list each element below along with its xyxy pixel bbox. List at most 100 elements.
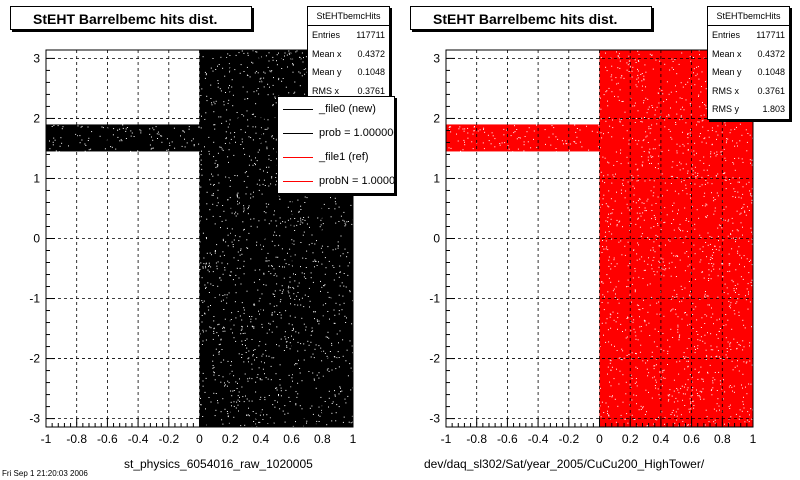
empty-bin [710,316,712,318]
empty-bin [263,272,265,274]
empty-bin [330,197,331,199]
empty-bin [112,134,114,136]
empty-bin [217,197,219,199]
empty-bin [645,210,647,212]
empty-bin [685,356,687,358]
empty-bin [254,116,256,118]
empty-bin [604,296,605,298]
empty-bin [646,411,647,413]
empty-bin [638,357,640,359]
empty-bin [244,424,246,426]
empty-bin [259,297,261,299]
empty-bin [635,352,636,354]
empty-bin [216,244,218,246]
empty-bin [320,280,321,282]
empty-bin [620,414,622,416]
empty-bin [314,243,316,245]
empty-bin [261,293,263,295]
empty-bin [622,350,624,352]
empty-bin [670,175,672,177]
empty-bin [698,78,700,80]
empty-bin [689,323,691,325]
empty-bin [450,126,452,128]
empty-bin [696,319,698,321]
empty-bin [614,265,616,267]
empty-bin [732,162,734,163]
empty-bin [685,383,687,385]
empty-bin [314,318,315,320]
empty-bin [637,110,639,112]
empty-bin [727,138,729,140]
empty-bin [656,123,658,125]
empty-bin [278,52,279,54]
empty-bin [286,54,288,56]
empty-bin [725,160,727,162]
empty-bin [695,348,696,350]
empty-bin [215,348,217,350]
x-tick-label: -0.2 [158,432,179,446]
empty-bin [741,410,743,412]
empty-bin [627,265,629,267]
empty-bin [221,148,223,150]
empty-bin [627,286,629,287]
empty-bin [243,307,245,309]
empty-bin [699,248,701,250]
empty-bin [251,325,253,327]
empty-bin [320,219,322,221]
empty-bin [339,271,341,273]
empty-bin [637,217,639,219]
empty-bin [641,233,643,235]
empty-bin [231,395,233,397]
empty-bin [205,287,206,289]
empty-bin [677,316,679,318]
empty-bin [255,132,257,134]
empty-bin [742,234,743,236]
empty-bin [735,241,736,243]
empty-bin [287,252,288,254]
empty-bin [335,368,337,370]
empty-bin [622,185,624,186]
empty-bin [719,409,720,411]
empty-bin [330,216,332,218]
empty-bin [653,341,655,343]
stats-value: 0.4372 [757,48,785,59]
empty-bin [651,351,653,353]
empty-bin [161,141,163,143]
empty-bin [658,102,660,104]
empty-bin [688,177,690,179]
empty-bin [641,73,643,74]
empty-bin [671,58,673,60]
empty-bin [217,65,218,67]
empty-bin [718,405,720,407]
empty-bin [648,257,649,259]
empty-bin [697,66,699,68]
empty-bin [125,128,127,130]
empty-bin [200,404,202,406]
empty-bin [739,177,741,179]
empty-bin [265,203,267,205]
empty-bin [643,219,645,221]
empty-bin [676,419,678,421]
empty-bin [228,99,230,101]
empty-bin [274,245,276,247]
empty-bin [536,146,538,148]
empty-bin [214,297,216,299]
empty-bin [669,69,671,71]
empty-bin [288,92,290,94]
right-stats-name: StEHTbemcHits [708,7,789,26]
empty-bin [299,299,300,301]
empty-bin [287,412,289,414]
empty-bin [663,222,665,224]
empty-bin [710,153,712,155]
empty-bin [611,212,613,214]
empty-bin [639,226,641,228]
empty-bin [608,206,610,208]
empty-bin [682,143,684,145]
empty-bin [679,228,681,230]
empty-bin [266,148,268,150]
empty-bin [220,338,222,340]
empty-bin [634,289,636,291]
empty-bin [605,220,607,222]
empty-bin [722,398,724,400]
empty-bin [246,239,248,241]
